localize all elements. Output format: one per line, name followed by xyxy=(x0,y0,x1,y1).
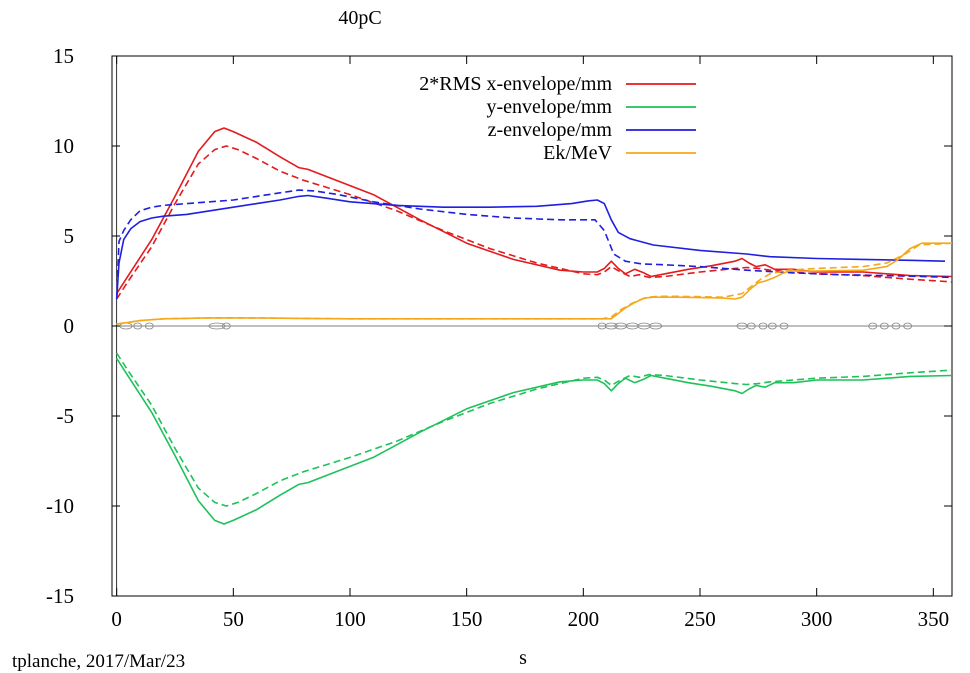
lattice-element-marker xyxy=(879,322,889,330)
legend-label: 2*RMS x-envelope/mm xyxy=(419,73,612,95)
lattice-element-marker xyxy=(746,322,756,330)
x-tick-label: 50 xyxy=(223,607,244,631)
lattice-element-marker xyxy=(779,322,789,330)
lattice-element-marker xyxy=(221,322,231,330)
series-line-dashed xyxy=(115,189,953,300)
x-tick-label: 150 xyxy=(451,607,483,631)
y-tick-label: -15 xyxy=(46,584,74,608)
x-tick-label: 350 xyxy=(918,607,950,631)
lattice-element-marker xyxy=(758,322,768,330)
lattice-element-marker xyxy=(208,322,226,330)
x-tick-label: 300 xyxy=(801,607,833,631)
lattice-element-marker xyxy=(604,322,618,330)
series-line-solid xyxy=(116,127,953,295)
series-line-solid xyxy=(115,194,946,300)
series-line-solid xyxy=(116,242,952,325)
series-line-solid xyxy=(116,357,953,525)
lattice-element-marker xyxy=(144,322,154,330)
footer-credit: tplanche, 2017/Mar/23 xyxy=(12,651,185,672)
y-tick-label: 5 xyxy=(64,224,75,248)
x-axis-label: s xyxy=(519,647,527,669)
lattice-element-marker xyxy=(649,322,663,330)
lattice-element-marker xyxy=(903,322,913,330)
x-tick-label: 0 xyxy=(111,607,122,631)
lattice-element-marker xyxy=(868,322,878,330)
series-line-dashed xyxy=(116,352,953,507)
y-tick-label: -10 xyxy=(46,494,74,518)
legend-label: y-envelope/mm xyxy=(486,96,612,118)
legend-label: Ek/MeV xyxy=(543,142,612,164)
chart-title: 40pC xyxy=(338,7,381,29)
series-line-dashed xyxy=(116,145,953,300)
legend-label: z-envelope/mm xyxy=(488,119,613,141)
y-tick-label: -5 xyxy=(57,404,75,428)
x-tick-label: 250 xyxy=(684,607,716,631)
lattice-element-marker xyxy=(767,322,777,330)
x-tick-label: 200 xyxy=(568,607,600,631)
series-lines xyxy=(115,127,953,525)
y-tick-label: 10 xyxy=(53,134,74,158)
y-tick-label: 0 xyxy=(64,314,75,338)
lattice-element-marker xyxy=(597,322,607,330)
series-line-dashed xyxy=(116,242,953,325)
x-tick-label: 100 xyxy=(334,607,366,631)
legend: 2*RMS x-envelope/mmy-envelope/mmz-envelo… xyxy=(419,73,696,164)
lattice-element-marker xyxy=(133,322,143,330)
lattice-element-markers xyxy=(119,322,913,330)
lattice-element-marker xyxy=(891,322,901,330)
y-tick-label: 15 xyxy=(53,44,74,68)
